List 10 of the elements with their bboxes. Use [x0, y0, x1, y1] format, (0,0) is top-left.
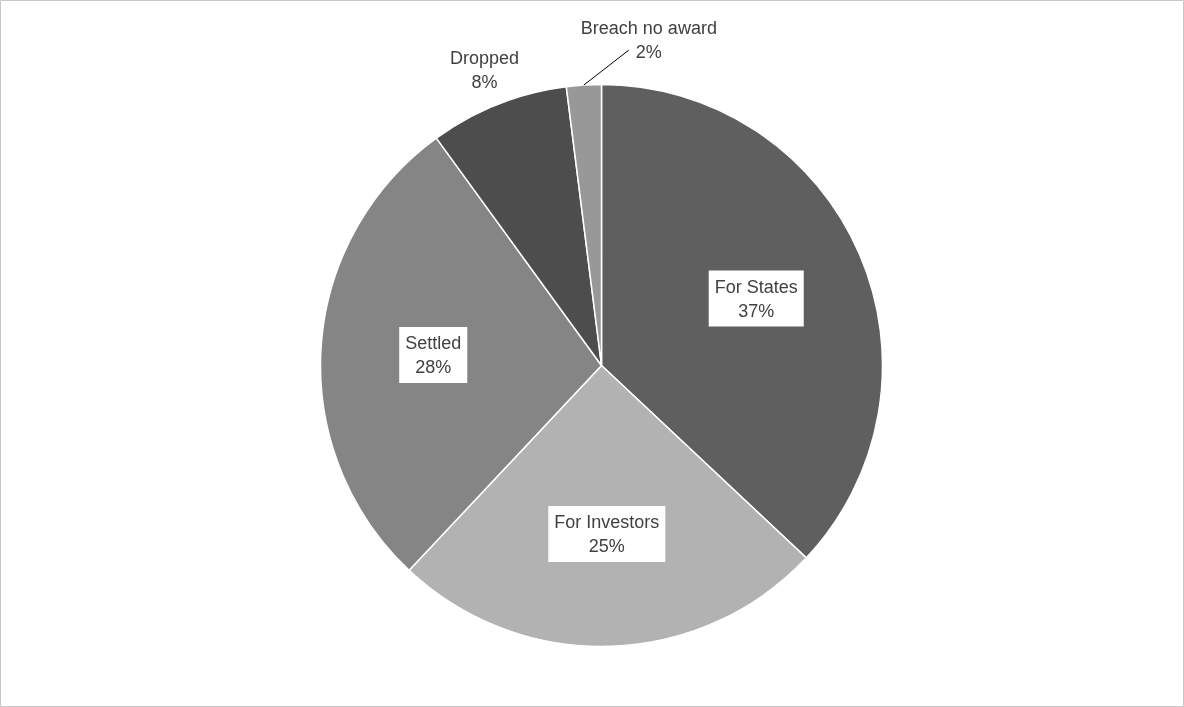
slice-label: Dropped — [450, 48, 520, 69]
slice-label: Breach no award — [580, 18, 717, 39]
data-label: 25% — [588, 536, 625, 557]
data-label: 2% — [635, 42, 662, 63]
data-label: 28% — [415, 356, 452, 377]
slice-label: For States — [714, 276, 798, 297]
data-label: 8% — [471, 72, 498, 93]
slice-label: For Investors — [554, 512, 660, 533]
data-label: 37% — [738, 300, 775, 321]
slice-label: Settled — [405, 332, 462, 353]
